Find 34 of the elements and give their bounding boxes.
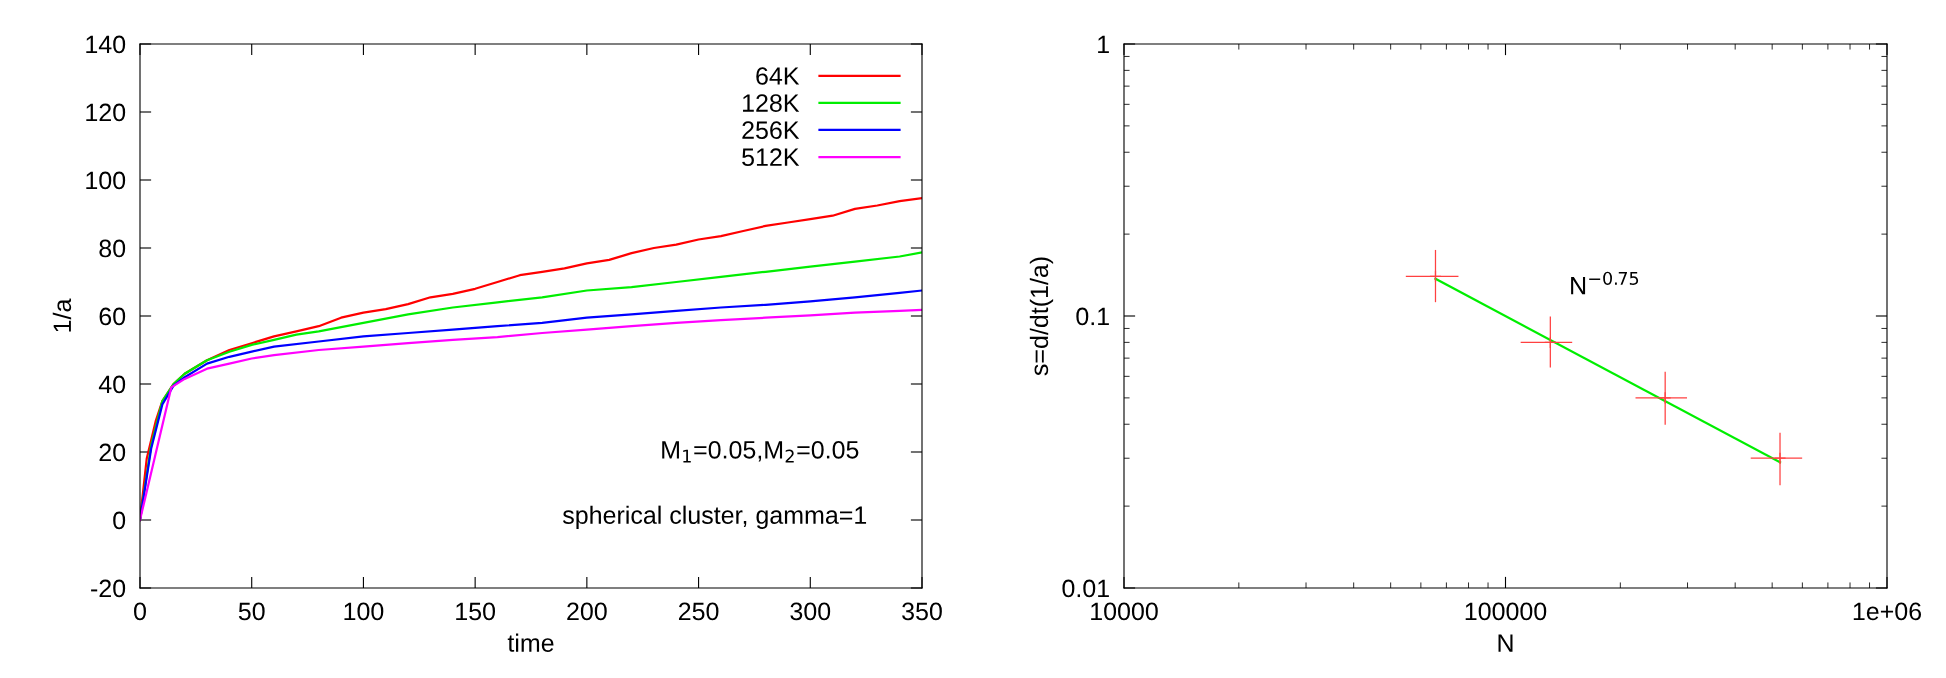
y-tick-label: 0 (113, 511, 126, 530)
x-tick-label: 300 (790, 602, 831, 621)
x-tick-label: 350 (902, 602, 942, 621)
y-tick-label: 80 (99, 239, 126, 258)
annotation: N$^{−0.75}$ (1571, 271, 1639, 295)
x-tick-label: 0 (134, 602, 146, 621)
y-tick-label: 140 (86, 35, 126, 54)
y-tick-label: 0.01 (1062, 579, 1109, 598)
y-tick-label: 0.1 (1076, 307, 1109, 326)
y-tick-label: 20 (99, 443, 126, 462)
x-tick-label: 1e+06 (1853, 602, 1922, 621)
y-axis-title: s=d/dt(1/a) (1029, 257, 1054, 376)
y-tick-label: 120 (86, 103, 126, 122)
y-axis-title: 1/a (52, 298, 72, 332)
y-tick-label: 100 (86, 171, 126, 190)
y-tick-label: 1 (1098, 35, 1109, 54)
annotation: spherical cluster, gamma=1 (562, 505, 867, 529)
x-tick-label: 10000 (1091, 602, 1158, 621)
x-tick-label: 100000 (1465, 602, 1547, 621)
legend-label: 64K (756, 67, 800, 85)
legend-label: 512K (742, 148, 800, 167)
x-tick-label: 100 (344, 602, 384, 621)
y-tick-label: 40 (98, 375, 126, 394)
annotation: M$_{1}$=0.05,M$_{2}$=0.05 (662, 440, 859, 463)
legend-label: 128K (743, 94, 800, 112)
y-tick-label: 60 (99, 307, 126, 326)
x-axis-title: time (507, 633, 554, 652)
x-tick-label: 250 (678, 602, 719, 621)
x-tick-label: 200 (567, 602, 607, 621)
y-tick-label: -20 (91, 579, 126, 598)
x-tick-label: 150 (456, 602, 496, 621)
legend-label: 256K (742, 121, 800, 139)
x-tick-label: 50 (238, 602, 265, 621)
x-axis-title: N (1498, 634, 1513, 652)
